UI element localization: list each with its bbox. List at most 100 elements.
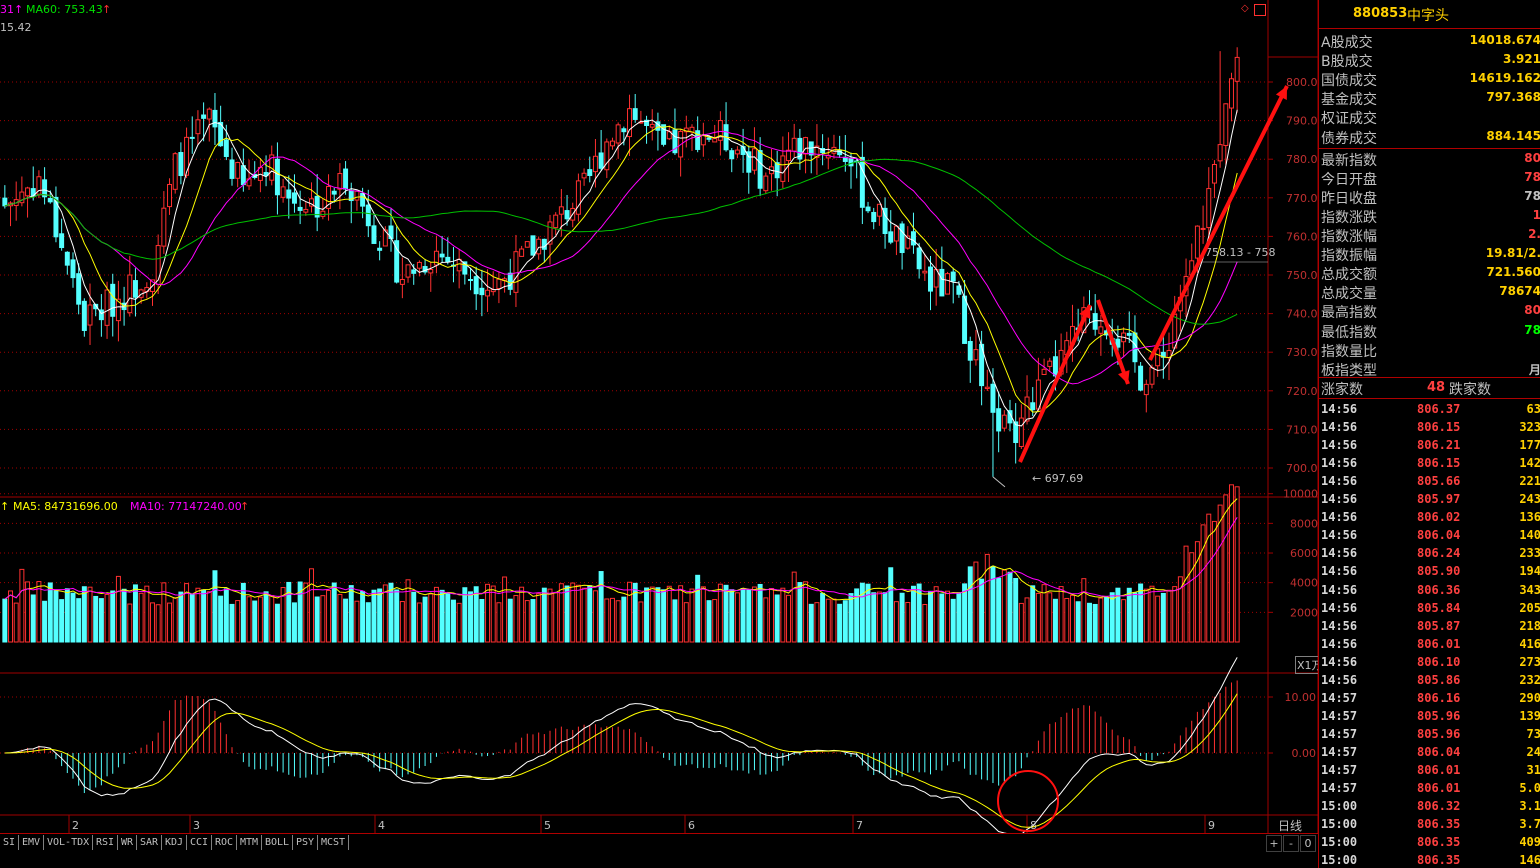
candle [473,266,479,310]
candle [979,330,985,406]
panel-ctrl-icon[interactable]: ◇ [1241,3,1249,14]
candle [558,188,564,237]
volume-bar [888,567,894,643]
stat-row-index_stats-9: 最低指数 78 [1319,322,1540,341]
tab-kdj[interactable]: KDJ [162,835,188,850]
tab-boll[interactable]: BOLL [262,835,294,850]
stat-value: 3.921 [1503,52,1540,67]
volume-bar [206,591,212,643]
volume-bar [950,598,956,643]
tick-row: 14:56 806.15 323 [1319,418,1540,437]
window-icon[interactable] [1254,4,1266,16]
candle [615,122,621,159]
stat-value: 797.368 [1486,90,1540,105]
tick-row: 14:57 806.01 5.0 [1319,779,1540,798]
vol-ma5-line [4,498,1238,601]
tab-psy[interactable]: PSY [293,835,319,850]
tick-time: 14:56 [1321,510,1358,525]
candle [64,251,70,275]
stat-row-stats-2: 国债成交 14619.162 [1319,70,1540,89]
tab-rsi[interactable]: RSI [93,835,119,850]
volume-bar [189,593,195,643]
volume-bar [1030,585,1036,643]
volume-bar [1121,599,1127,643]
volume-bar [1132,592,1138,643]
volume-bar [536,593,542,643]
tick-price: 806.10 [1417,654,1461,669]
volume-bar [462,587,468,643]
volume-bar [825,598,831,643]
zoom-in-button[interactable]: + [1266,835,1282,852]
volume-bar [269,595,275,643]
candle [541,238,547,263]
volume-bar [1143,588,1149,643]
candle [729,148,735,173]
volume-bar [150,602,155,643]
ma60-legend: MA60: 753.43 [26,3,103,16]
volume-bar [223,588,229,643]
volume-bar [945,590,951,643]
price-tick-label: 730.0 [1286,346,1318,359]
candle [592,138,598,188]
tab-emv[interactable]: EMV [19,835,45,850]
candle [973,330,979,366]
tab-si[interactable]: SI [0,835,20,850]
tick-price: 805.87 [1417,618,1461,633]
volume-bar [547,588,553,643]
tab-wr[interactable]: WR [118,835,138,850]
tab-mtm[interactable]: MTM [237,835,263,850]
candle [132,268,138,317]
candle [996,391,1002,453]
zoom-out-button[interactable]: - [1283,835,1299,852]
candle [575,173,581,222]
volume-bar [47,582,53,643]
volume-bar [371,589,377,643]
tab-vol-tdx[interactable]: VOL-TDX [44,835,94,850]
volume-bar [1035,592,1041,643]
fall-label: 跌家数 [1449,382,1491,398]
volume-bar [314,596,320,643]
volume-bar [627,581,633,643]
period-label[interactable]: 日线 [1278,819,1303,833]
tab-mcst[interactable]: MCST [318,835,350,850]
candle [984,369,990,391]
candle [25,186,31,218]
x-tick-label: 3 [193,819,200,832]
chart-canvas[interactable]: ← 697.69 758.13 - 758 800.0 790.0 780.0 770.… [0,0,1318,852]
volume-bar [848,593,854,643]
reset-button[interactable]: 0 [1300,835,1316,852]
price-tick-label: 770.0 [1286,192,1318,205]
volume-bar [956,592,962,643]
stat-value: 14619.162 [1469,71,1540,86]
volume-bar [36,581,42,643]
candle [871,207,877,230]
stat-label: 最新指数 [1321,152,1377,169]
volume-bar [644,587,650,643]
candle [479,269,485,317]
tab-sar[interactable]: SAR [137,835,163,850]
macd-dea-line [4,693,1238,828]
candle [740,128,746,173]
tab-roc[interactable]: ROC [212,835,238,850]
tick-time: 15:00 [1321,817,1358,832]
candle [786,132,792,182]
volume-bar [388,582,394,643]
tick-price: 806.35 [1417,853,1461,868]
candle [865,201,871,214]
candle [274,142,280,215]
volume-bar [893,601,899,643]
volume-bar [519,586,525,643]
volume-bar [666,585,672,643]
stat-row-stats-3: 基金成交 797.368 [1319,89,1540,108]
tick-price: 806.21 [1417,438,1461,453]
annotations: ← 697.69 758.13 - 758 [992,85,1289,832]
price-tick-label: 740.0 [1286,308,1318,321]
candle [462,261,468,285]
candle [309,182,314,213]
volume-bar [172,597,178,643]
tick-row: 14:56 806.01 416 [1319,635,1540,654]
tab-cci[interactable]: CCI [187,835,213,850]
stat-label: 昨日收盘 [1321,190,1377,207]
stat-value: 1 [1533,208,1540,222]
candle [910,212,916,254]
